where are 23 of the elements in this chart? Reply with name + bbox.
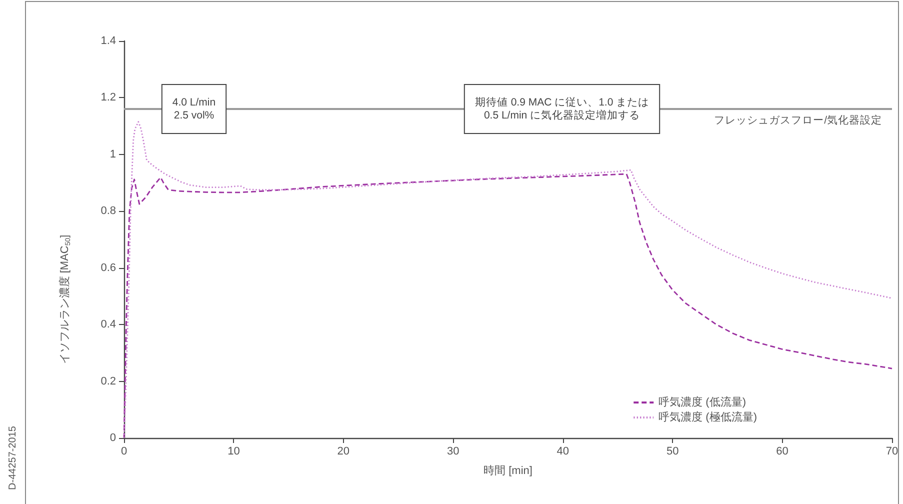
y-tick-label: 1 xyxy=(110,148,116,160)
annotation: 期待値 0.9 MAC に従い、1.0 または 0.5 L/min に気化器設定増加する xyxy=(474,96,650,122)
y-tick-label: 0.8 xyxy=(100,205,116,218)
y-tick-label: 0.6 xyxy=(100,262,116,274)
annotation: 4.0 L/min 2.5 vol% xyxy=(172,96,216,122)
x-tick-label: 40 xyxy=(556,446,569,458)
x-tick-label: 0 xyxy=(120,446,128,458)
y-tick-label: 1.4 xyxy=(100,35,116,47)
legend-label: 呼気濃度 (極低流量) xyxy=(658,410,758,424)
y-tick-label: 1.2 xyxy=(100,92,116,104)
text: D-44257-2015 xyxy=(8,426,18,490)
x-tick-label: 60 xyxy=(776,446,788,458)
x-axis-title: 時間 [min] xyxy=(484,464,532,477)
x-tick-label: 20 xyxy=(337,446,350,458)
x-tick-label: 70 xyxy=(886,446,898,458)
legend-label: 呼気濃度 (低流量) xyxy=(658,396,746,408)
y-tick-label: 0.4 xyxy=(100,318,116,331)
ref-line-label: フレッシュガスフロー/気化器設定 xyxy=(714,114,882,127)
x-tick-label: 50 xyxy=(666,446,679,458)
x-tick-label: 30 xyxy=(447,446,460,458)
y-tick-label: 0 xyxy=(110,432,116,444)
x-tick-label: 10 xyxy=(228,446,240,458)
y-tick-label: 0.2 xyxy=(100,375,116,388)
